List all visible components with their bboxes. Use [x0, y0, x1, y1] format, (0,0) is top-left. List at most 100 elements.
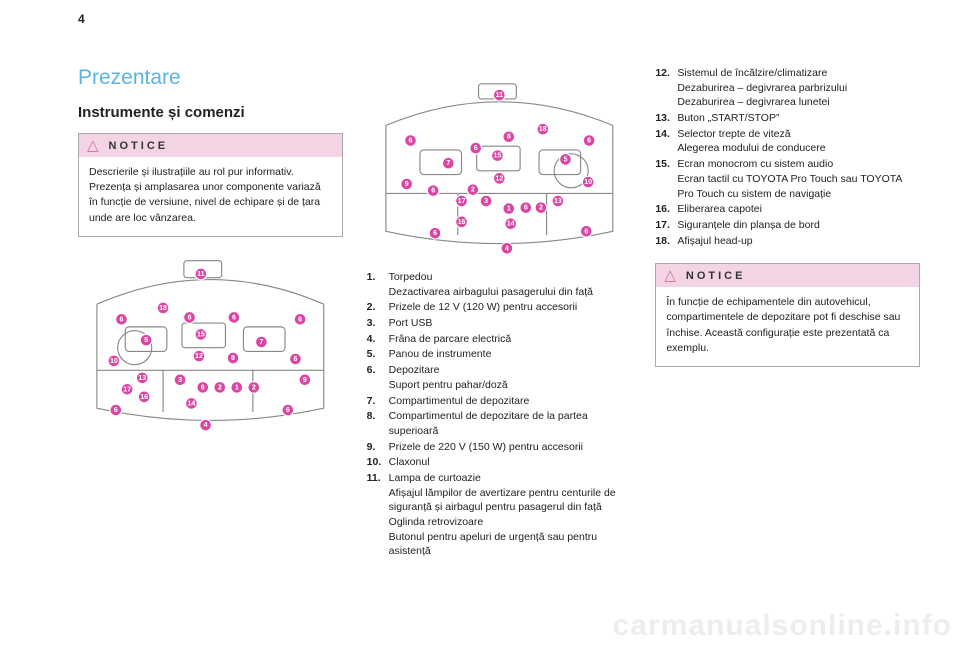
- definition-line: Afișajul lămpilor de avertizare pentru c…: [389, 486, 632, 515]
- svg-text:17: 17: [123, 385, 131, 393]
- definition-line: Compartimentul de depozitare de la parte…: [389, 409, 632, 438]
- callout-bubble: 13: [136, 372, 148, 384]
- svg-text:9: 9: [303, 376, 307, 384]
- notice-label: NOTICE: [686, 270, 746, 282]
- callout-bubble: 6: [404, 135, 416, 147]
- svg-text:2: 2: [218, 383, 222, 391]
- callout-bubble: 6: [583, 135, 595, 147]
- definition-number: 18.: [655, 234, 677, 249]
- callout-bubble: 6: [282, 404, 294, 416]
- notice-head: △ NOTICE: [656, 264, 919, 287]
- definition-item: 10.Claxonul: [367, 455, 632, 470]
- callout-bubble: 2: [535, 202, 547, 214]
- definition-text: Frâna de parcare electrică: [389, 332, 632, 347]
- definition-number: 8.: [367, 409, 389, 438]
- definition-number: 11.: [367, 471, 389, 559]
- definition-line: Dezactivarea airbagului pasagerului din …: [389, 285, 632, 300]
- definition-item: 4.Frâna de parcare electrică: [367, 332, 632, 347]
- definition-line: Oglinda retrovizoare: [389, 515, 632, 530]
- callout-bubble: 3: [174, 374, 186, 386]
- callout-bubble: 10: [108, 355, 120, 367]
- definition-item: 18.Afișajul head-up: [655, 234, 920, 249]
- svg-text:6: 6: [587, 137, 591, 145]
- callout-bubble: 6: [290, 353, 302, 365]
- notice-box-1: △ NOTICE Descrierile și ilustrațiile au …: [78, 133, 343, 237]
- callout-bubble: 17: [121, 383, 133, 395]
- svg-text:8: 8: [231, 354, 235, 362]
- definition-number: 6.: [367, 363, 389, 392]
- definition-line: Buton „START/STOP”: [677, 111, 920, 126]
- callout-bubble: 6: [228, 311, 240, 323]
- svg-text:3: 3: [178, 376, 182, 384]
- definition-line: Port USB: [389, 316, 632, 331]
- definition-line: Alegerea modului de conducere: [677, 141, 920, 156]
- callout-bubble: 18: [537, 123, 549, 135]
- svg-text:4: 4: [204, 421, 208, 429]
- svg-text:10: 10: [110, 357, 118, 365]
- definition-list-right: 12.Sistemul de încălzire/climatizareDeza…: [655, 66, 920, 248]
- svg-text:5: 5: [563, 155, 567, 163]
- svg-text:6: 6: [286, 406, 290, 414]
- definition-list-middle: 1.TorpedouDezactivarea airbagului pasage…: [367, 270, 632, 559]
- definition-number: 1.: [367, 270, 389, 299]
- svg-text:4: 4: [505, 244, 509, 252]
- definition-item: 9.Prizele de 220 V (150 W) pentru acceso…: [367, 440, 632, 455]
- callout-bubble: 12: [493, 172, 505, 184]
- svg-text:6: 6: [114, 406, 118, 414]
- svg-text:6: 6: [433, 229, 437, 237]
- svg-text:6: 6: [298, 315, 302, 323]
- callout-bubble: 15: [491, 150, 503, 162]
- callout-bubble: 6: [470, 142, 482, 154]
- definition-item: 8.Compartimentul de depozitare de la par…: [367, 409, 632, 438]
- callout-bubble: 7: [256, 336, 268, 348]
- definition-text: Claxonul: [389, 455, 632, 470]
- callout-bubble: 18: [157, 302, 169, 314]
- definition-number: 3.: [367, 316, 389, 331]
- definition-text: Prizele de 12 V (120 W) pentru accesorii: [389, 300, 632, 315]
- svg-text:9: 9: [404, 180, 408, 188]
- svg-text:8: 8: [506, 133, 510, 141]
- callout-bubble: 16: [455, 216, 467, 228]
- definition-line: Sistemul de încălzire/climatizare: [677, 66, 920, 81]
- definition-number: 17.: [655, 218, 677, 233]
- callout-bubble: 5: [140, 334, 152, 346]
- definition-line: Frâna de parcare electrică: [389, 332, 632, 347]
- definition-text: Afișajul head-up: [677, 234, 920, 249]
- callout-bubble: 17: [455, 195, 467, 207]
- callout-bubble: 14: [504, 218, 516, 230]
- callout-bubble: 4: [200, 419, 212, 431]
- definition-item: 6.DepozitareSuport pentru pahar/doză: [367, 363, 632, 392]
- definition-line: Prizele de 220 V (150 W) pentru accesori…: [389, 440, 632, 455]
- definition-text: Eliberarea capotei: [677, 202, 920, 217]
- svg-text:2: 2: [539, 204, 543, 212]
- definition-item: 3.Port USB: [367, 316, 632, 331]
- definition-line: Siguranțele din planșa de bord: [677, 218, 920, 233]
- callout-bubble: 8: [503, 131, 515, 143]
- definition-line: Eliberarea capotei: [677, 202, 920, 217]
- definition-number: 12.: [655, 66, 677, 110]
- definition-line: Lampa de curtoazie: [389, 471, 632, 486]
- definition-item: 2.Prizele de 12 V (120 W) pentru accesor…: [367, 300, 632, 315]
- svg-text:1: 1: [235, 383, 239, 391]
- svg-text:7: 7: [446, 159, 450, 167]
- definition-item: 5.Panou de instrumente: [367, 347, 632, 362]
- svg-text:10: 10: [584, 178, 592, 186]
- definition-line: Selector trepte de viteză: [677, 127, 920, 142]
- svg-text:14: 14: [187, 399, 195, 407]
- definition-text: Buton „START/STOP”: [677, 111, 920, 126]
- callout-bubble: 13: [552, 195, 564, 207]
- definition-line: Depozitare: [389, 363, 632, 378]
- callout-bubble: 8: [227, 352, 239, 364]
- definition-text: Panou de instrumente: [389, 347, 632, 362]
- content-columns: Prezentare Instrumente și comenzi △ NOTI…: [78, 66, 920, 626]
- svg-text:2: 2: [252, 383, 256, 391]
- callout-bubble: 4: [501, 242, 513, 254]
- definition-text: DepozitareSuport pentru pahar/doză: [389, 363, 632, 392]
- callout-bubble: 5: [559, 154, 571, 166]
- notice-head: △ NOTICE: [79, 134, 342, 157]
- definition-number: 16.: [655, 202, 677, 217]
- callout-bubble: 6: [427, 185, 439, 197]
- column-left: Prezentare Instrumente și comenzi △ NOTI…: [78, 66, 343, 626]
- column-middle: 1118686671559122106173162131416664 1.Tor…: [367, 66, 632, 626]
- definition-item: 15.Ecran monocrom cu sistem audioEcran t…: [655, 157, 920, 201]
